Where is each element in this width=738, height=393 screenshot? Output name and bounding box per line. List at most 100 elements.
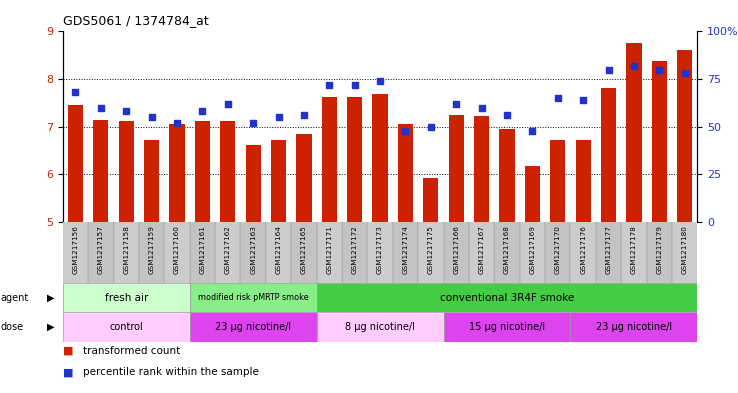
Point [450, 101, 462, 107]
Point [298, 112, 310, 118]
Text: GSM1217178: GSM1217178 [631, 225, 637, 274]
Bar [296, 134, 311, 222]
Text: GSM1217169: GSM1217169 [529, 225, 535, 274]
Bar [423, 178, 438, 222]
Text: GSM1217164: GSM1217164 [275, 225, 281, 274]
Bar [469, 222, 494, 283]
Text: GSM1217176: GSM1217176 [580, 225, 586, 274]
Text: GSM1217158: GSM1217158 [123, 225, 129, 274]
Point [552, 95, 564, 101]
Bar [144, 140, 159, 222]
Bar [672, 222, 697, 283]
Point [374, 78, 386, 84]
Text: GSM1217177: GSM1217177 [606, 225, 612, 274]
Bar [652, 61, 667, 222]
Text: control: control [109, 322, 143, 332]
Bar [621, 222, 646, 283]
Bar [646, 222, 672, 283]
Bar [220, 121, 235, 222]
Text: ■: ■ [63, 367, 73, 377]
Point [399, 127, 411, 134]
Bar [494, 222, 520, 283]
Text: GDS5061 / 1374784_at: GDS5061 / 1374784_at [63, 15, 208, 28]
Bar [266, 222, 292, 283]
Bar [63, 283, 190, 312]
Point [196, 108, 208, 115]
Bar [525, 166, 540, 222]
Text: modified risk pMRTP smoke: modified risk pMRTP smoke [198, 293, 308, 302]
Text: GSM1217175: GSM1217175 [428, 225, 434, 274]
Text: GSM1217166: GSM1217166 [453, 225, 459, 274]
Text: GSM1217165: GSM1217165 [301, 225, 307, 274]
Bar [500, 129, 514, 222]
Bar [444, 222, 469, 283]
Bar [520, 222, 545, 283]
Text: GSM1217174: GSM1217174 [402, 225, 408, 274]
Bar [342, 222, 368, 283]
Bar [570, 312, 697, 342]
Point [526, 127, 538, 134]
Bar [373, 94, 387, 222]
Text: 8 μg nicotine/l: 8 μg nicotine/l [345, 322, 415, 332]
Text: GSM1217157: GSM1217157 [98, 225, 104, 274]
Point [247, 120, 259, 126]
Bar [169, 124, 184, 222]
Text: ▶: ▶ [46, 322, 54, 332]
Bar [271, 140, 286, 222]
Bar [63, 312, 190, 342]
Bar [119, 121, 134, 222]
Point [577, 97, 589, 103]
Bar [368, 222, 393, 283]
Text: GSM1217161: GSM1217161 [199, 225, 205, 274]
Bar [190, 283, 317, 312]
Text: conventional 3R4F smoke: conventional 3R4F smoke [440, 293, 574, 303]
Bar [545, 222, 570, 283]
Text: 15 μg nicotine/l: 15 μg nicotine/l [469, 322, 545, 332]
Text: GSM1217180: GSM1217180 [682, 225, 688, 274]
Bar [190, 312, 317, 342]
Bar [393, 222, 418, 283]
Point [120, 108, 132, 115]
Text: percentile rank within the sample: percentile rank within the sample [83, 367, 259, 377]
Point [603, 66, 615, 73]
Bar [576, 140, 591, 222]
Bar [444, 312, 570, 342]
Text: 23 μg nicotine/l: 23 μg nicotine/l [596, 322, 672, 332]
Point [95, 105, 107, 111]
Text: transformed count: transformed count [83, 346, 181, 356]
Bar [165, 222, 190, 283]
Text: fresh air: fresh air [105, 293, 148, 303]
Bar [68, 105, 83, 222]
Point [679, 70, 691, 77]
Point [323, 82, 335, 88]
Text: ▶: ▶ [46, 293, 54, 303]
Bar [63, 222, 88, 283]
Text: GSM1217170: GSM1217170 [555, 225, 561, 274]
Point [628, 62, 640, 69]
Bar [114, 222, 139, 283]
Point [476, 105, 488, 111]
Text: 23 μg nicotine/l: 23 μg nicotine/l [215, 322, 292, 332]
Bar [246, 145, 261, 222]
Point [222, 101, 234, 107]
Text: GSM1217173: GSM1217173 [377, 225, 383, 274]
Text: GSM1217160: GSM1217160 [174, 225, 180, 274]
Text: GSM1217172: GSM1217172 [352, 225, 358, 274]
Text: GSM1217179: GSM1217179 [656, 225, 662, 274]
Point [69, 89, 81, 95]
Text: GSM1217156: GSM1217156 [72, 225, 78, 274]
Bar [241, 222, 266, 283]
Text: GSM1217162: GSM1217162 [225, 225, 231, 274]
Bar [550, 140, 565, 222]
Text: agent: agent [1, 293, 29, 303]
Bar [449, 115, 464, 222]
Text: ■: ■ [63, 346, 73, 356]
Bar [292, 222, 317, 283]
Point [501, 112, 513, 118]
Bar [139, 222, 165, 283]
Bar [317, 312, 444, 342]
Bar [596, 222, 621, 283]
Bar [474, 116, 489, 222]
Bar [570, 222, 596, 283]
Bar [190, 222, 215, 283]
